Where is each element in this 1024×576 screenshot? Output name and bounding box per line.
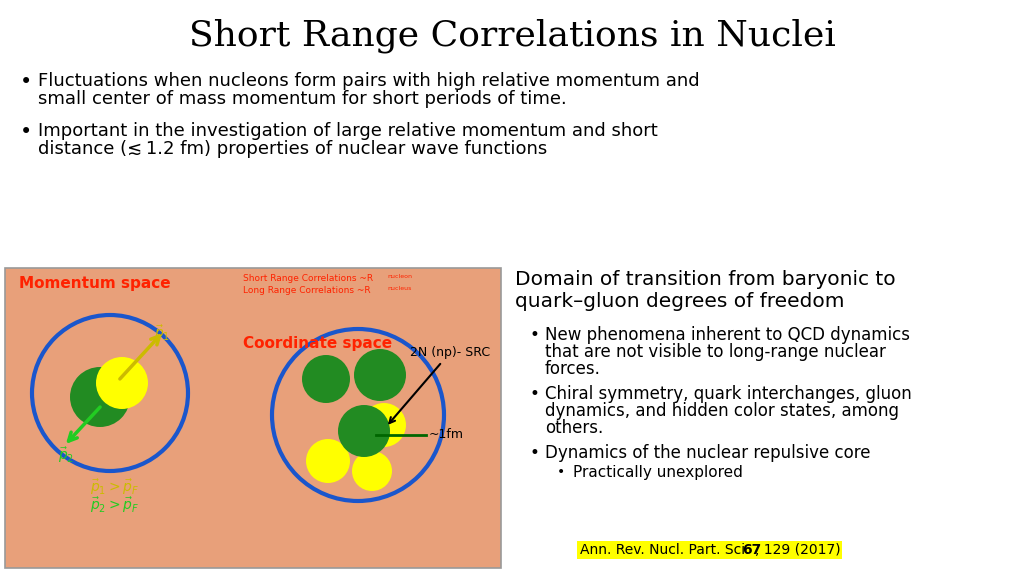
Text: $\vec{p}_1>\vec{p}_F$: $\vec{p}_1>\vec{p}_F$ xyxy=(90,477,139,497)
Text: 2N (np)- SRC: 2N (np)- SRC xyxy=(389,346,490,423)
FancyBboxPatch shape xyxy=(5,268,501,568)
Circle shape xyxy=(354,349,406,401)
Text: $\vec{p}_1$: $\vec{p}_1$ xyxy=(154,323,170,343)
Text: Coordinate space: Coordinate space xyxy=(243,336,392,351)
Text: •: • xyxy=(529,326,539,344)
Circle shape xyxy=(70,367,130,427)
FancyBboxPatch shape xyxy=(577,541,842,559)
Text: $\vec{p}_2$: $\vec{p}_2$ xyxy=(58,445,74,465)
Text: others.: others. xyxy=(545,419,603,437)
Text: Short Range Correlations in Nuclei: Short Range Correlations in Nuclei xyxy=(188,19,836,53)
Text: $\vec{p}_2>\vec{p}_F$: $\vec{p}_2>\vec{p}_F$ xyxy=(90,495,139,514)
Text: that are not visible to long-range nuclear: that are not visible to long-range nucle… xyxy=(545,343,886,361)
Text: , 129 (2017): , 129 (2017) xyxy=(755,543,841,557)
Circle shape xyxy=(338,405,390,457)
Text: Ann. Rev. Nucl. Part. Sci.: Ann. Rev. Nucl. Part. Sci. xyxy=(580,543,754,557)
Text: •: • xyxy=(529,385,539,403)
Text: dynamics, and hidden color states, among: dynamics, and hidden color states, among xyxy=(545,402,899,420)
Circle shape xyxy=(302,355,350,403)
Text: nucleus: nucleus xyxy=(387,286,412,291)
Text: nucleon: nucleon xyxy=(387,274,412,279)
Text: Fluctuations when nucleons form pairs with high relative momentum and: Fluctuations when nucleons form pairs wi… xyxy=(38,72,699,90)
Text: small center of mass momentum for short periods of time.: small center of mass momentum for short … xyxy=(38,90,566,108)
Text: •: • xyxy=(529,444,539,462)
Text: Domain of transition from baryonic to: Domain of transition from baryonic to xyxy=(515,270,896,289)
Text: ~1fm: ~1fm xyxy=(429,429,464,441)
Text: Dynamics of the nuclear repulsive core: Dynamics of the nuclear repulsive core xyxy=(545,444,870,462)
Text: Chiral symmetry, quark interchanges, gluon: Chiral symmetry, quark interchanges, glu… xyxy=(545,385,911,403)
Text: Practically unexplored: Practically unexplored xyxy=(573,465,742,480)
Text: •: • xyxy=(20,72,32,92)
Text: Short Range Correlations ~R: Short Range Correlations ~R xyxy=(243,274,373,283)
Circle shape xyxy=(362,403,406,447)
Text: •: • xyxy=(557,465,565,479)
Text: 67: 67 xyxy=(742,543,761,557)
Circle shape xyxy=(352,451,392,491)
Circle shape xyxy=(96,357,148,409)
Text: quark–gluon degrees of freedom: quark–gluon degrees of freedom xyxy=(515,292,845,311)
Circle shape xyxy=(306,439,350,483)
Text: New phenomena inherent to QCD dynamics: New phenomena inherent to QCD dynamics xyxy=(545,326,910,344)
Text: Momentum space: Momentum space xyxy=(19,276,171,291)
Text: Important in the investigation of large relative momentum and short: Important in the investigation of large … xyxy=(38,122,657,140)
Text: distance (≲ 1.2 fm) properties of nuclear wave functions: distance (≲ 1.2 fm) properties of nuclea… xyxy=(38,140,547,158)
Text: forces.: forces. xyxy=(545,360,601,378)
Text: Long Range Correlations ~R: Long Range Correlations ~R xyxy=(243,286,371,295)
Text: •: • xyxy=(20,122,32,142)
